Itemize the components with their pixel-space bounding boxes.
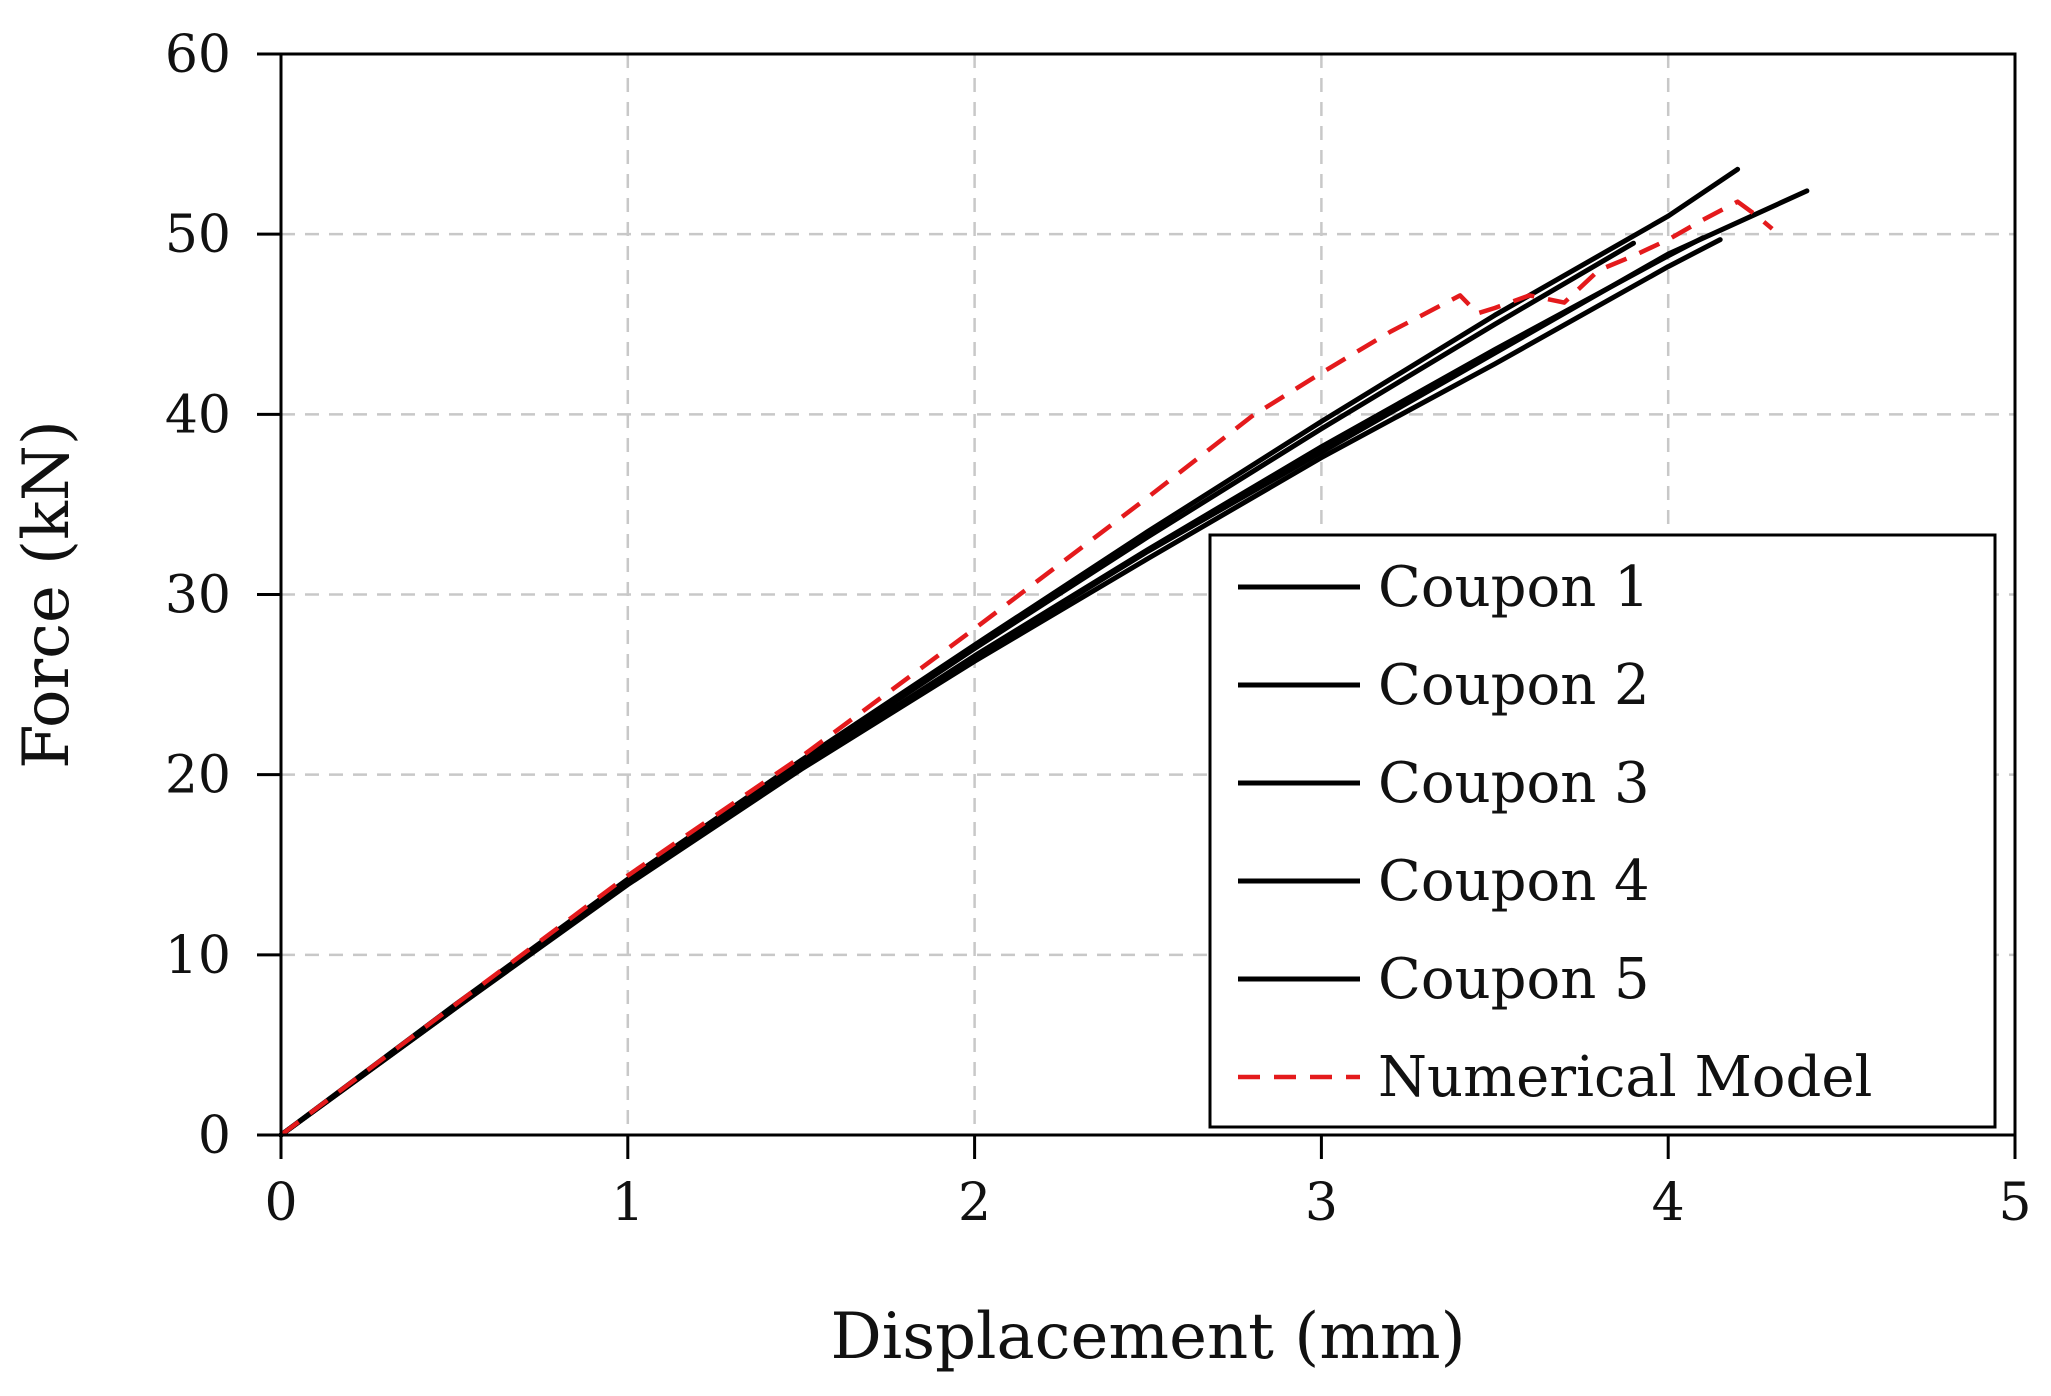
x-tick-label: 3	[1305, 1173, 1338, 1233]
y-tick-label: 30	[165, 566, 231, 626]
y-tick-label: 40	[165, 385, 231, 445]
legend-label-1: Coupon 1	[1378, 555, 1650, 620]
y-tick-label: 0	[198, 1106, 231, 1166]
tick-marks	[257, 52, 2017, 1159]
legend-box	[1208, 533, 1997, 1129]
legend-label-5: Coupon 5	[1378, 947, 1650, 1012]
grid	[281, 54, 2015, 1135]
x-tick-label: 0	[264, 1173, 297, 1233]
legend-label-4: Coupon 4	[1378, 849, 1650, 914]
y-tick-labels: 0 10 20 30 40 50 60	[165, 25, 231, 1166]
y-tick-label: 20	[165, 746, 231, 806]
x-axis-title: Displacement (mm)	[830, 1300, 1465, 1374]
legend-label-6: Numerical Model	[1378, 1045, 1872, 1110]
series-lines	[278, 166, 1810, 1138]
y-axis-title: Force (kN)	[10, 420, 84, 769]
x-tick-label: 5	[1998, 1173, 2031, 1233]
y-tick-label: 10	[165, 926, 231, 986]
y-tick-label: 60	[165, 25, 231, 85]
series-line-5	[278, 235, 1706, 1138]
legend-entries: Coupon 1 Coupon 2 Coupon 3 Coupon 4 Coupon 5…	[1238, 555, 1872, 1110]
legend-label-2: Coupon 2	[1378, 653, 1650, 718]
x-tick-label: 4	[1652, 1173, 1685, 1233]
x-tick-label: 2	[958, 1173, 991, 1233]
x-tick-label: 1	[611, 1173, 644, 1233]
legend: Coupon 1 Coupon 2 Coupon 3 Coupon 4 Coupon 5…	[1208, 533, 1997, 1129]
y-tick-label: 50	[165, 205, 231, 265]
x-tick-labels: 0 1 2 3 4 5	[264, 1173, 2031, 1233]
legend-label-3: Coupon 3	[1378, 751, 1650, 816]
